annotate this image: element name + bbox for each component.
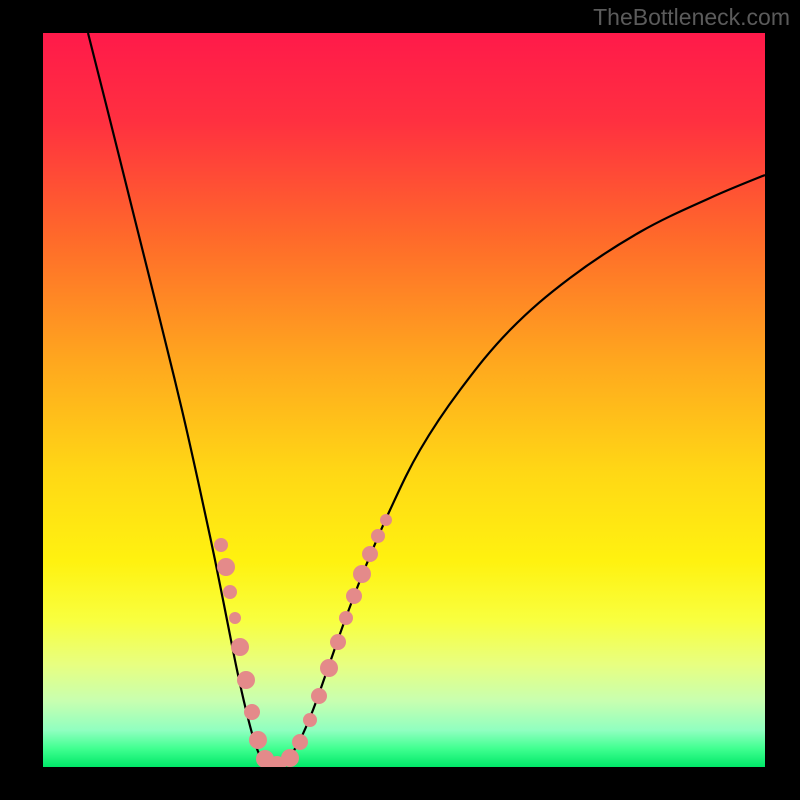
data-point bbox=[249, 731, 267, 749]
data-point bbox=[281, 749, 299, 767]
data-point bbox=[362, 546, 378, 562]
data-point bbox=[231, 638, 249, 656]
data-point bbox=[346, 588, 362, 604]
bottleneck-chart bbox=[0, 0, 800, 800]
data-point bbox=[353, 565, 371, 583]
data-point bbox=[214, 538, 228, 552]
data-point bbox=[217, 558, 235, 576]
chart-container: { "watermark": { "text": "TheBottleneck.… bbox=[0, 0, 800, 800]
data-point bbox=[244, 704, 260, 720]
data-point bbox=[311, 688, 327, 704]
data-point bbox=[380, 514, 392, 526]
data-point bbox=[237, 671, 255, 689]
data-point bbox=[292, 734, 308, 750]
data-point bbox=[223, 585, 237, 599]
data-point bbox=[339, 611, 353, 625]
plot-background bbox=[43, 33, 765, 767]
data-point bbox=[303, 713, 317, 727]
data-point bbox=[229, 612, 241, 624]
data-point bbox=[320, 659, 338, 677]
data-point bbox=[371, 529, 385, 543]
watermark-text: TheBottleneck.com bbox=[593, 4, 790, 31]
data-point bbox=[330, 634, 346, 650]
